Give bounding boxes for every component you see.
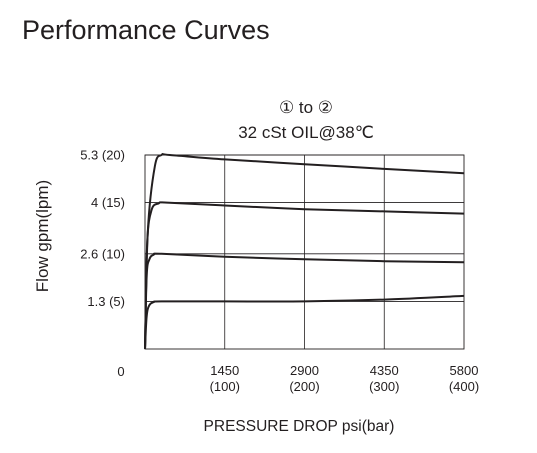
y-tick-label: 4 (15) bbox=[91, 195, 125, 210]
y-tick-label: 5.3 (20) bbox=[80, 148, 125, 163]
x-tick-label: 1450 bbox=[210, 363, 239, 378]
y-tick-label: 2.6 (10) bbox=[80, 246, 125, 261]
origin-label: 0 bbox=[117, 364, 124, 379]
y-axis-label: Flow gpm(lpm) bbox=[33, 180, 52, 292]
curves bbox=[144, 153, 465, 350]
x-tick-sublabel: (300) bbox=[369, 379, 399, 394]
curve-series-1 bbox=[144, 294, 465, 350]
page-title: Performance Curves bbox=[22, 15, 270, 45]
curve-series-4 bbox=[144, 153, 465, 350]
labels: 1450(100) 2900(200) 4350(300) 5800(400) 1.3 … bbox=[80, 148, 479, 395]
chart-title: ① to ② bbox=[279, 98, 333, 117]
x-tick-sublabel: (400) bbox=[449, 379, 479, 394]
plot-frame bbox=[144, 154, 465, 350]
x-tick-label: 4350 bbox=[370, 363, 399, 378]
x-tick-sublabel: (200) bbox=[289, 379, 319, 394]
x-axis-label: PRESSURE DROP psi(bar) bbox=[204, 418, 395, 435]
chart-subtitle: 32 cSt OIL@38℃ bbox=[238, 123, 374, 142]
grid bbox=[145, 154, 464, 349]
y-tick-label: 1.3 (5) bbox=[87, 294, 125, 309]
x-tick-label: 2900 bbox=[290, 363, 319, 378]
x-tick-label: 5800 bbox=[450, 363, 479, 378]
x-tick-sublabel: (100) bbox=[210, 379, 240, 394]
